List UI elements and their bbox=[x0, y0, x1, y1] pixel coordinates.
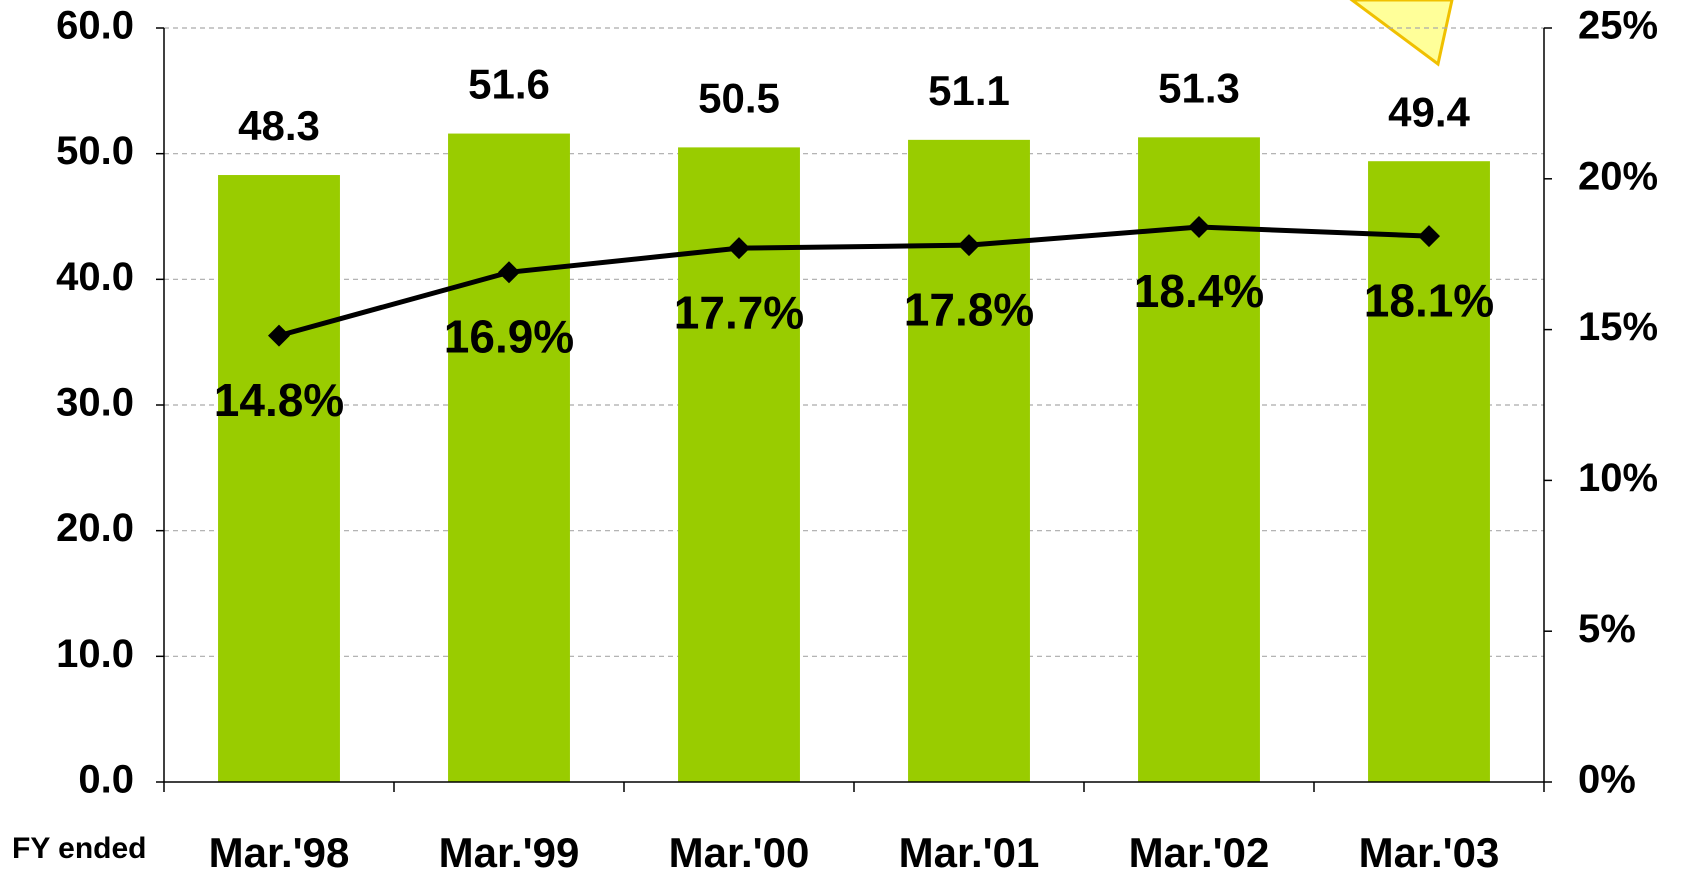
line-value-label: 18.1% bbox=[1364, 274, 1494, 326]
line-value-label: 18.4% bbox=[1134, 265, 1264, 317]
bar bbox=[1368, 161, 1490, 782]
line-marker bbox=[1188, 216, 1210, 239]
x-tick-label: Mar.'98 bbox=[209, 829, 350, 876]
y-tick-label: 0.0 bbox=[78, 758, 134, 802]
line-value-label: 17.7% bbox=[674, 286, 804, 338]
bar-value-label: 48.3 bbox=[238, 102, 320, 149]
y-tick-label: 20.0 bbox=[56, 506, 134, 550]
line-value-label: 16.9% bbox=[444, 310, 574, 362]
bar-value-label: 50.5 bbox=[698, 74, 780, 121]
bar-value-label: 51.3 bbox=[1158, 64, 1240, 111]
bar-value-label: 51.6 bbox=[468, 61, 550, 108]
line-value-label: 17.8% bbox=[904, 283, 1034, 335]
y2-tick-label: 20% bbox=[1578, 154, 1658, 198]
line-marker bbox=[728, 237, 750, 260]
y-tick-label: 40.0 bbox=[56, 255, 134, 299]
line-marker bbox=[498, 261, 520, 284]
y-tick-label: 10.0 bbox=[56, 632, 134, 676]
x-axis-label: FY ended bbox=[12, 832, 146, 865]
line bbox=[278, 224, 1430, 339]
y2-tick-label: 10% bbox=[1578, 456, 1658, 500]
y2-tick-label: 15% bbox=[1578, 305, 1658, 349]
line-value-label: 14.8% bbox=[214, 374, 344, 426]
bar-value-label: 51.1 bbox=[928, 67, 1010, 114]
x-tick-label: Mar.'02 bbox=[1129, 829, 1270, 876]
y2-tick-label: 25% bbox=[1578, 4, 1658, 48]
line-marker bbox=[958, 234, 980, 257]
y2-tick-label: 0% bbox=[1578, 758, 1636, 802]
y-tick-label: 30.0 bbox=[56, 381, 134, 425]
y-tick-label: 50.0 bbox=[56, 129, 134, 173]
y-tick-label: 60.0 bbox=[56, 4, 134, 48]
line-marker bbox=[268, 324, 290, 347]
callout-decoration bbox=[1349, 0, 1454, 67]
x-tick-label: Mar.'99 bbox=[439, 829, 580, 876]
bar-value-label: 49.4 bbox=[1388, 88, 1470, 135]
line-marker bbox=[1418, 225, 1440, 248]
x-tick-label: Mar.'00 bbox=[669, 829, 810, 876]
bar bbox=[218, 175, 340, 782]
y2-tick-label: 5% bbox=[1578, 607, 1636, 651]
x-tick-label: Mar.'01 bbox=[899, 829, 1040, 876]
bar bbox=[448, 133, 570, 782]
bar bbox=[1138, 137, 1260, 782]
x-tick-label: Mar.'03 bbox=[1359, 829, 1500, 876]
